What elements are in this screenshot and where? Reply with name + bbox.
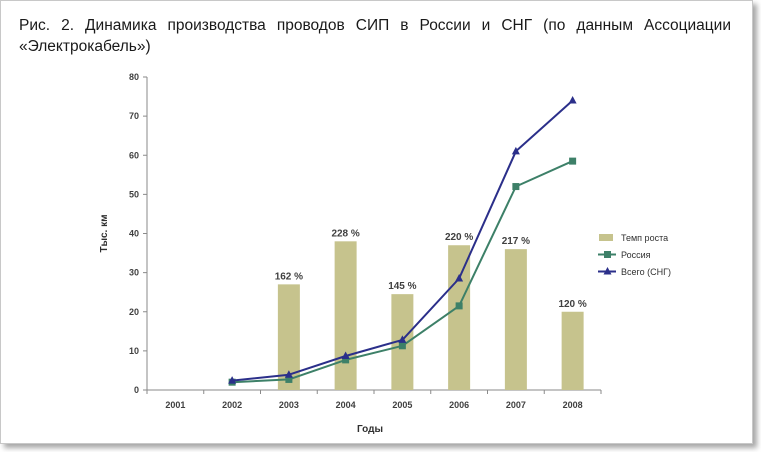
point-total-cis-2003 bbox=[284, 370, 293, 378]
y-axis-title: Тыс. км bbox=[99, 214, 110, 252]
y-tick-label: 0 bbox=[134, 385, 139, 395]
x-tick-label: 2007 bbox=[506, 400, 526, 410]
x-tick-label: 2005 bbox=[392, 400, 412, 410]
bar-growth-2004 bbox=[334, 241, 357, 390]
bar-data-label: 220 % bbox=[445, 232, 473, 243]
y-tick-label: 10 bbox=[129, 346, 139, 356]
figure-caption: Рис. 2. Динамика производства проводов С… bbox=[19, 17, 731, 55]
legend-swatch-growth bbox=[599, 234, 613, 241]
x-tick-label: 2003 bbox=[279, 400, 299, 410]
bars bbox=[277, 241, 584, 390]
y-tick-label: 60 bbox=[129, 150, 139, 160]
point-russia-2005 bbox=[398, 342, 406, 350]
bar-data-label: 162 % bbox=[275, 271, 303, 282]
bar-growth-2008 bbox=[561, 311, 584, 390]
point-russia-2006 bbox=[455, 302, 463, 310]
legend: Темп роста Россия Всего (СНГ) bbox=[598, 233, 671, 277]
figure-frame: Рис. 2. Динамика производства проводов С… bbox=[0, 0, 753, 444]
chart-svg: 0 10 20 30 40 50 60 70 80 2001 2002 2003 2004 2005 200… bbox=[99, 72, 671, 435]
x-tick-label: 2004 bbox=[336, 400, 356, 410]
legend-marker-russia bbox=[604, 251, 611, 258]
bar-data-label: 120 % bbox=[558, 299, 586, 310]
y-tick-label: 70 bbox=[129, 111, 139, 121]
point-total-cis-2006 bbox=[455, 273, 464, 282]
point-total-cis-2008 bbox=[568, 95, 577, 104]
data-labels: 162 % 228 % 145 % 220 % 217 % 120 % bbox=[275, 228, 587, 309]
bar-data-label: 228 % bbox=[331, 228, 359, 239]
x-tick-label: 2001 bbox=[165, 400, 185, 410]
point-russia-2004 bbox=[342, 356, 350, 364]
y-tick-label: 20 bbox=[129, 307, 139, 317]
legend-label-total-cis: Всего (СНГ) bbox=[621, 267, 671, 277]
x-tick-label: 2006 bbox=[449, 400, 469, 410]
legend-marker-total-cis bbox=[603, 267, 612, 275]
bar-growth-2003 bbox=[277, 284, 300, 390]
point-total-cis-2002 bbox=[228, 376, 237, 384]
bar-growth-2007 bbox=[504, 249, 527, 390]
y-tick-label: 80 bbox=[129, 72, 139, 82]
point-total-cis-2005 bbox=[398, 335, 407, 343]
y-tick-label: 30 bbox=[129, 268, 139, 278]
point-russia-2003 bbox=[285, 375, 293, 383]
point-total-cis-2007 bbox=[511, 146, 520, 155]
bar-growth-2006 bbox=[448, 245, 471, 390]
x-tick-label: 2008 bbox=[563, 400, 583, 410]
x-tick-label: 2002 bbox=[222, 400, 242, 410]
y-tick-label: 40 bbox=[129, 229, 139, 239]
bar-data-label: 217 % bbox=[502, 236, 530, 247]
point-russia-2007 bbox=[512, 183, 520, 191]
point-russia-2008 bbox=[569, 157, 577, 165]
point-total-cis-2004 bbox=[341, 351, 350, 359]
x-axis-title: Годы bbox=[357, 424, 383, 435]
legend-label-russia: Россия bbox=[621, 250, 651, 260]
y-tick-label: 50 bbox=[129, 189, 139, 199]
bar-data-label: 145 % bbox=[388, 281, 416, 292]
lines bbox=[228, 95, 577, 386]
chart: 0 10 20 30 40 50 60 70 80 2001 2002 2003 2004 2005 200… bbox=[1, 1, 752, 443]
legend-label-growth: Темп роста bbox=[621, 233, 668, 243]
